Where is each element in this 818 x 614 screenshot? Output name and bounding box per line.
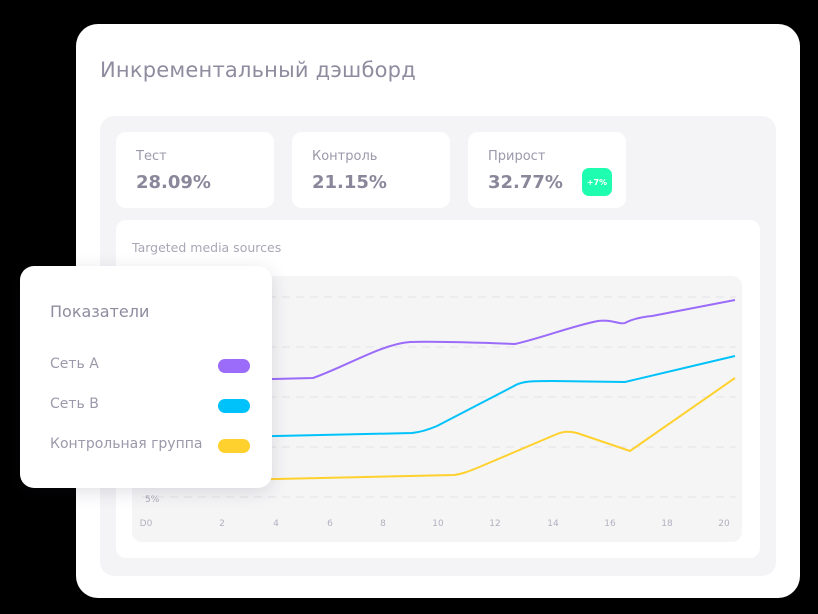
y-axis-label: 5% xyxy=(145,495,160,505)
legend-panel: Показатели Сеть А Сеть В Контрольная гру… xyxy=(20,266,272,488)
legend-swatch-icon xyxy=(218,399,250,413)
x-tick: 18 xyxy=(661,519,673,529)
x-tick: 20 xyxy=(718,519,730,529)
x-tick: 10 xyxy=(432,519,444,529)
kpi-value: 32.77% xyxy=(488,172,563,193)
series-line-set-a xyxy=(231,299,736,381)
x-tick: D0 xyxy=(139,519,153,529)
legend-label: Сеть А xyxy=(50,356,99,372)
page-title: Инкрементальный дэшборд xyxy=(100,58,416,82)
legend-label: Контрольная группа xyxy=(50,436,203,452)
legend-item-set-a[interactable]: Сеть А xyxy=(50,356,250,376)
x-tick: 12 xyxy=(489,519,501,529)
kpi-card-uplift[interactable]: Прирост 32.77% +7% xyxy=(468,132,626,208)
x-tick: 16 xyxy=(604,519,616,529)
series-line-set-control xyxy=(231,377,736,481)
legend-item-set-b[interactable]: Сеть В xyxy=(50,396,250,416)
kpi-label: Прирост xyxy=(488,149,546,164)
chart-title: Targeted media sources xyxy=(132,240,282,255)
kpi-card-test[interactable]: Тест 28.09% xyxy=(116,132,274,208)
legend-swatch-icon xyxy=(218,359,250,373)
legend-title: Показатели xyxy=(50,302,150,321)
x-tick: 4 xyxy=(273,519,279,529)
series-line-set-b xyxy=(231,355,736,438)
dashboard-card: Инкрементальный дэшборд Тест 28.09% Конт… xyxy=(76,24,800,598)
legend-item-control-group[interactable]: Контрольная группа xyxy=(50,436,250,456)
x-tick: 2 xyxy=(219,519,225,529)
legend-swatch-icon xyxy=(218,439,250,453)
kpi-card-control[interactable]: Контроль 21.15% xyxy=(292,132,450,208)
legend-label: Сеть В xyxy=(50,396,99,412)
kpi-label: Контроль xyxy=(312,149,378,164)
kpi-label: Тест xyxy=(136,149,167,164)
x-tick: 6 xyxy=(327,519,333,529)
uplift-badge: +7% xyxy=(582,168,612,196)
kpi-value: 21.15% xyxy=(312,172,387,193)
kpi-value: 28.09% xyxy=(136,172,211,193)
x-tick: 14 xyxy=(547,519,559,529)
x-tick: 8 xyxy=(380,519,386,529)
